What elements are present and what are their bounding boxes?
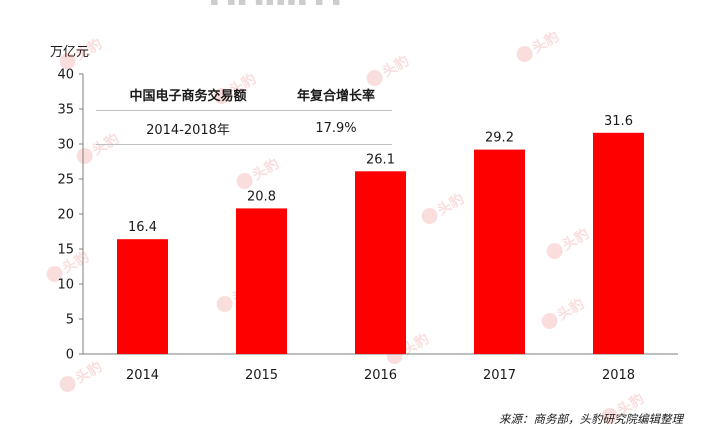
bar-value-label: 31.6 bbox=[604, 114, 633, 129]
source-note: 来源：商务部，头豹研究院编辑整理 bbox=[499, 412, 683, 426]
leopard-logo-icon bbox=[601, 408, 618, 424]
watermark-text: 头豹 bbox=[72, 358, 105, 387]
bar-value-label: 29.2 bbox=[485, 131, 514, 146]
bar bbox=[117, 239, 168, 354]
watermark-mark: 头豹 bbox=[546, 225, 592, 259]
leopard-logo-icon bbox=[59, 53, 76, 69]
leopard-logo-icon bbox=[59, 376, 76, 392]
x-tick-label: 2016 bbox=[364, 368, 397, 383]
summary-table-row: 2014-2018年 17.9% bbox=[96, 110, 392, 145]
y-tick-label: 0 bbox=[66, 348, 74, 363]
summary-table-period: 2014-2018年 bbox=[96, 110, 280, 145]
bar-value-label: 26.1 bbox=[366, 152, 395, 167]
summary-table-header-row: 中国电子商务交易额 年复合增长率 bbox=[96, 78, 392, 111]
x-tick-label: 2017 bbox=[483, 368, 516, 383]
leopard-logo-icon bbox=[516, 46, 533, 62]
bar bbox=[355, 171, 406, 354]
leopard-logo-icon bbox=[421, 208, 438, 224]
bar-series: 16.4 20.8 26.1 29.2 31.6 bbox=[117, 114, 644, 354]
summary-table-header-metric: 中国电子商务交易额 bbox=[96, 78, 280, 111]
watermark-text: 头豹 bbox=[72, 35, 105, 64]
y-tick-label: 35 bbox=[57, 103, 74, 118]
summary-table-header-cagr: 年复合增长率 bbox=[280, 78, 392, 111]
bar-value-label: 16.4 bbox=[128, 220, 157, 235]
leopard-logo-icon bbox=[546, 243, 563, 259]
summary-table: 中国电子商务交易额 年复合增长率 2014-2018年 17.9% bbox=[96, 78, 392, 145]
leopard-logo-icon bbox=[76, 148, 93, 164]
watermark-mark: 头豹 bbox=[516, 28, 562, 62]
watermark-mark: 头豹 bbox=[421, 190, 467, 224]
watermark-text: 头豹 bbox=[554, 295, 587, 324]
y-tick-label: 5 bbox=[66, 313, 74, 328]
x-axis-ticks: 2014 2015 2016 2017 2018 bbox=[126, 368, 635, 383]
y-axis-ticks: 0 5 10 15 20 25 30 35 40 bbox=[57, 68, 83, 363]
y-tick-label: 30 bbox=[57, 138, 74, 153]
bar bbox=[236, 208, 287, 354]
watermark-text: 头豹 bbox=[434, 190, 467, 219]
y-tick-label: 10 bbox=[57, 278, 74, 293]
bar-value-label: 20.8 bbox=[247, 189, 276, 204]
y-axis-unit-label: 万亿元 bbox=[50, 45, 90, 60]
leopard-logo-icon bbox=[46, 266, 63, 282]
cropped-title-fragment: ▪ ▪▪ ▪▪▪▪▪ ▪ ▪ bbox=[210, 0, 343, 9]
bar bbox=[593, 132, 644, 354]
watermark-text: 头豹 bbox=[529, 28, 562, 57]
bar bbox=[474, 149, 525, 354]
leopard-logo-icon bbox=[236, 173, 253, 189]
watermark-text: 头豹 bbox=[559, 225, 592, 254]
x-tick-label: 2015 bbox=[245, 368, 278, 383]
watermark-mark: 头豹 bbox=[59, 358, 105, 392]
watermark-text: 头豹 bbox=[379, 52, 412, 81]
watermark-text: 头豹 bbox=[249, 155, 282, 184]
watermark-mark: 头豹 bbox=[541, 295, 587, 329]
summary-table-cagr-value: 17.9% bbox=[280, 110, 392, 145]
y-tick-label: 25 bbox=[57, 173, 74, 188]
watermark-mark: 头豹 bbox=[236, 155, 282, 189]
y-tick-label: 20 bbox=[57, 208, 74, 223]
y-tick-label: 40 bbox=[57, 68, 74, 83]
leopard-logo-icon bbox=[541, 313, 558, 329]
y-tick-label: 15 bbox=[57, 243, 74, 258]
leopard-logo-icon bbox=[216, 296, 233, 312]
x-tick-label: 2014 bbox=[126, 368, 159, 383]
x-tick-label: 2018 bbox=[602, 368, 635, 383]
